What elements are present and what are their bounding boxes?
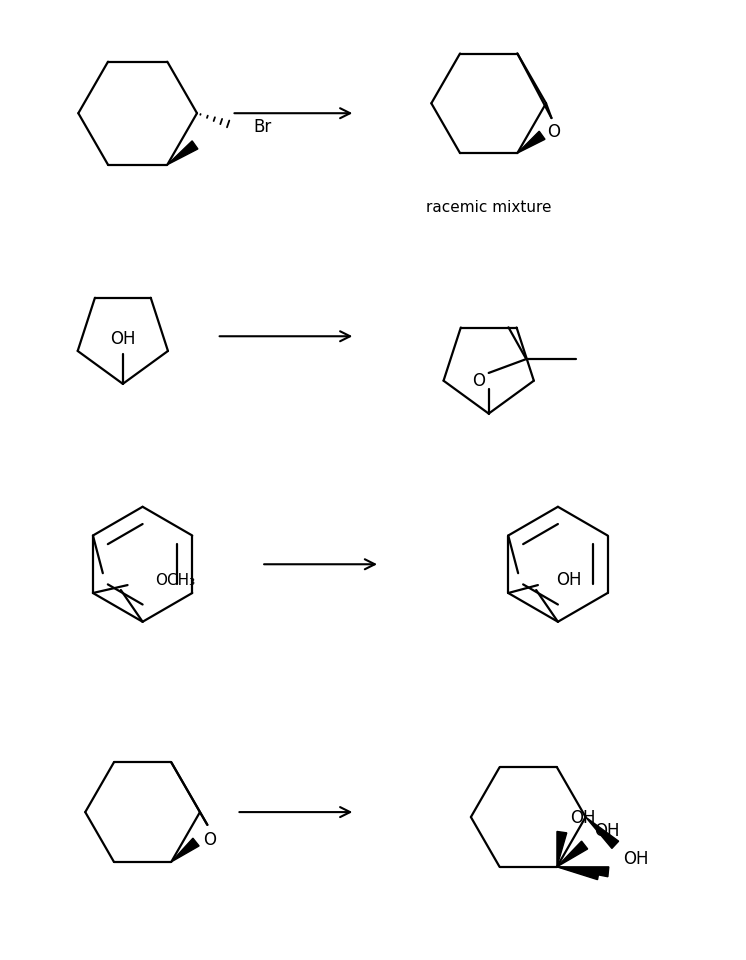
Polygon shape: [557, 831, 567, 867]
Text: O: O: [547, 123, 560, 141]
Polygon shape: [557, 867, 599, 879]
Text: O: O: [203, 830, 216, 849]
Text: OH: OH: [623, 850, 649, 868]
Polygon shape: [172, 838, 199, 862]
Text: O: O: [472, 372, 486, 390]
Text: OH: OH: [110, 330, 136, 348]
Polygon shape: [518, 132, 545, 153]
Polygon shape: [557, 867, 609, 876]
Polygon shape: [586, 817, 618, 849]
Text: OH: OH: [595, 822, 620, 840]
Text: OCH₃: OCH₃: [155, 572, 195, 588]
Polygon shape: [167, 141, 198, 165]
Polygon shape: [557, 841, 588, 867]
Text: Br: Br: [254, 118, 272, 136]
Text: racemic mixture: racemic mixture: [426, 200, 551, 215]
Text: OH: OH: [556, 571, 581, 589]
Text: OH: OH: [570, 809, 595, 828]
